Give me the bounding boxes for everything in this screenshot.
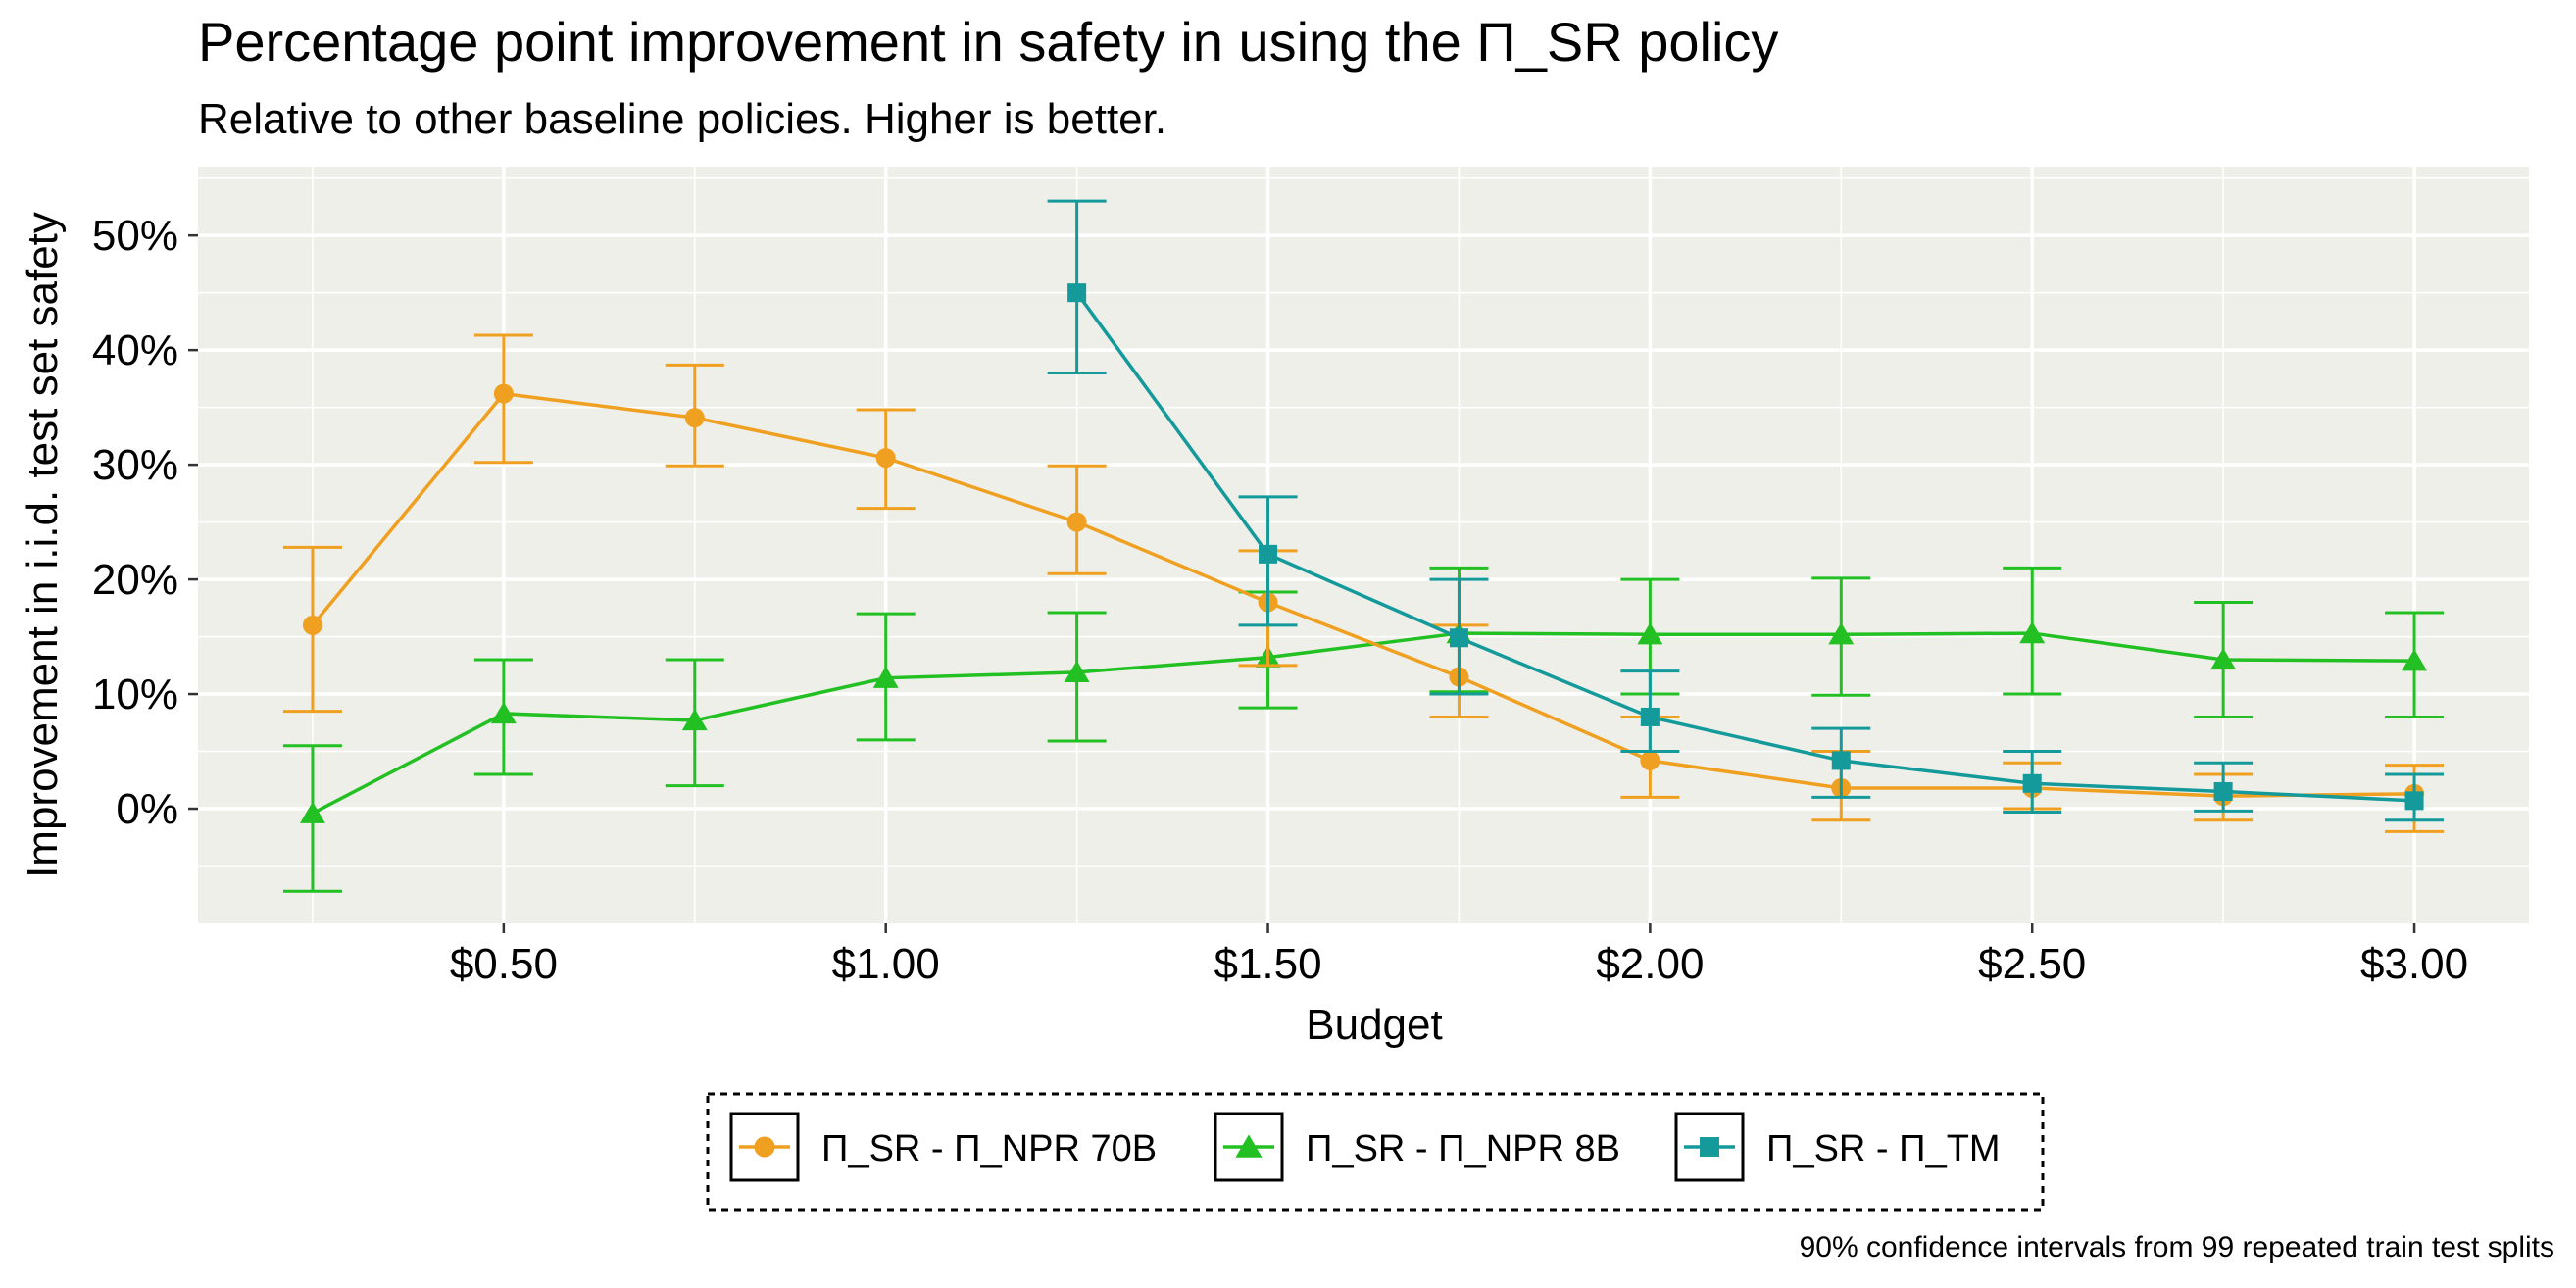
x-tick-label: $1.00 [832, 940, 940, 988]
data-point [1066, 512, 1087, 532]
series-layer [282, 199, 2445, 893]
data-point [1640, 750, 1660, 770]
y-axis: 0% 10% 20% 30% 40% 50% [92, 212, 198, 833]
data-point [872, 666, 899, 688]
legend-item-tm: Π_SR - Π_TM [1674, 1112, 2001, 1182]
x-tick-label: $2.00 [1596, 940, 1704, 988]
data-point [1449, 628, 1468, 648]
data-point [2213, 781, 2233, 801]
series-tm [1047, 199, 2445, 822]
legend-item-npr-8b: Π_SR - Π_NPR 8B [1214, 1112, 1620, 1182]
chart-title: Percentage point improvement in safety i… [198, 11, 1778, 73]
y-tick-label: 0% [116, 785, 178, 833]
chart-caption: 90% confidence intervals from 99 repeate… [1800, 1231, 2554, 1263]
data-point [299, 801, 325, 823]
data-point [1640, 707, 1660, 726]
legend-items: Π_SR - Π_NPR 70B Π_SR - Π_NPR 8B Π_SR - Π_… [729, 1112, 2001, 1182]
data-point [490, 701, 517, 724]
legend-label: Π_SR - Π_NPR 8B [1306, 1128, 1620, 1169]
data-point [681, 708, 708, 731]
legend-item-npr-70b: Π_SR - Π_NPR 70B [729, 1112, 1157, 1182]
y-tick-label: 30% [92, 441, 178, 489]
series-line-npr-8b [312, 631, 2415, 816]
data-point [2402, 649, 2428, 671]
x-tick-label: $0.50 [450, 940, 558, 988]
data-point [2404, 791, 2424, 811]
data-point [875, 448, 896, 469]
x-tick-label: $1.50 [1214, 940, 1321, 988]
data-point [1064, 660, 1090, 683]
legend-key-marker [1235, 1134, 1263, 1158]
series-line-npr-70b [311, 391, 2415, 798]
data-point [1637, 622, 1663, 645]
legend-key-marker [1700, 1137, 1719, 1157]
data-point [1067, 283, 1087, 303]
legend-box [706, 1092, 2045, 1212]
x-axis: $0.50 $1.00 $1.50 $2.00 $2.50 $3.00 [450, 923, 2468, 988]
legend: Π_SR - Π_NPR 70B Π_SR - Π_NPR 8B Π_SR - Π_… [706, 1092, 2045, 1212]
data-point [2022, 773, 2042, 793]
y-tick-label: 40% [92, 326, 178, 374]
y-tick-label: 20% [92, 556, 178, 604]
data-point [1259, 544, 1278, 564]
legend-label: Π_SR - Π_TM [1766, 1128, 2001, 1169]
data-point [493, 383, 514, 404]
data-point [1828, 622, 1855, 645]
x-axis-title: Budget [1306, 1001, 1442, 1049]
data-point [302, 615, 322, 635]
data-point [1831, 751, 1851, 770]
series-line-tm [1075, 291, 2415, 803]
data-point [684, 408, 705, 428]
x-tick-label: $2.50 [1978, 940, 2086, 988]
x-tick-label: $3.00 [2360, 940, 2468, 988]
data-point [2019, 621, 2046, 644]
y-tick-label: 10% [92, 670, 178, 718]
legend-label: Π_SR - Π_NPR 70B [821, 1128, 1157, 1169]
legend-key-marker [754, 1136, 775, 1158]
data-point [2210, 647, 2237, 670]
y-axis-title: Improvement in i.i.d. test set safety [19, 212, 67, 878]
chart-subtitle: Relative to other baseline policies. Hig… [198, 95, 1166, 143]
y-tick-label: 50% [92, 212, 178, 260]
